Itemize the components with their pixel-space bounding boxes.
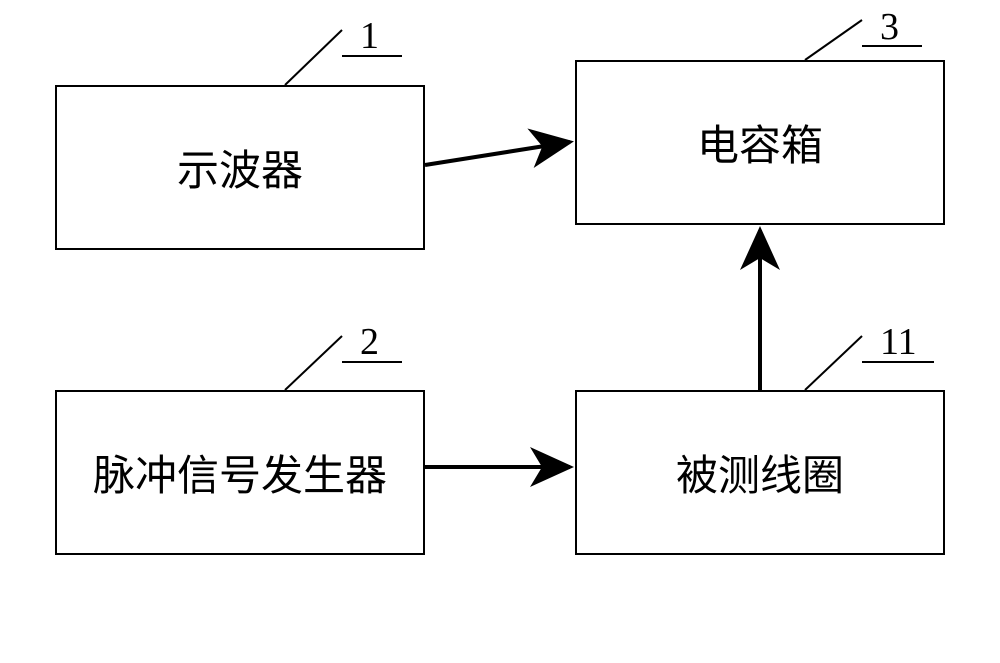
arrow-coil-to-cap [0,0,1000,663]
